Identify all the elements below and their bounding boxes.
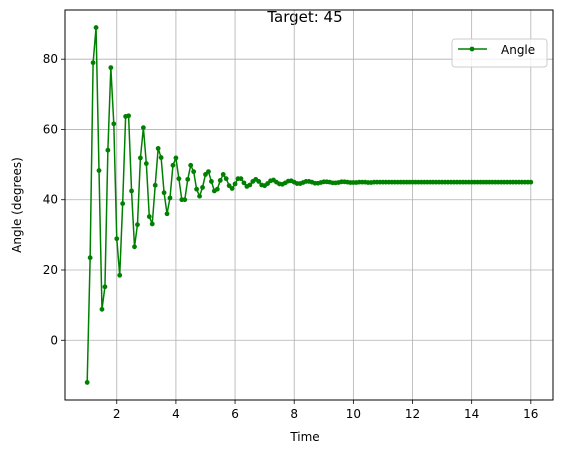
data-point (143, 161, 149, 166)
data-point (185, 176, 191, 182)
data-point (108, 65, 114, 71)
x-tick-label: 2 (113, 407, 121, 421)
y-tick-label: 0 (50, 333, 58, 347)
data-point (217, 178, 223, 183)
data-point (114, 236, 120, 242)
y-tick-label: 40 (43, 193, 58, 207)
y-axis-ticks: 0 20 40 60 80 (43, 52, 65, 347)
data-point (182, 197, 188, 203)
data-point (256, 179, 262, 184)
x-tick-label: 12 (405, 407, 420, 421)
data-point (220, 172, 226, 177)
series-group (84, 25, 534, 385)
data-point (170, 162, 176, 168)
x-tick-label: 6 (231, 407, 239, 421)
data-point (138, 155, 143, 161)
data-point (152, 182, 158, 188)
data-point (241, 180, 247, 186)
data-point (200, 185, 205, 190)
data-point (146, 214, 152, 219)
data-point (197, 193, 202, 199)
data-point (126, 113, 131, 119)
data-point (140, 125, 146, 131)
y-tick-label: 20 (43, 263, 58, 277)
data-point (238, 176, 244, 182)
data-point (194, 186, 200, 192)
x-tick-label: 4 (172, 407, 180, 421)
legend: Angle (451, 38, 548, 68)
data-point (99, 306, 105, 312)
data-point (158, 155, 164, 160)
data-point (161, 190, 167, 196)
legend-box (451, 38, 548, 68)
data-point (164, 211, 170, 217)
data-point (247, 182, 253, 188)
data-point (132, 244, 137, 250)
data-point (111, 121, 117, 127)
data-point (105, 147, 111, 153)
data-point (191, 169, 197, 175)
data-point (149, 221, 155, 227)
data-point (528, 179, 534, 185)
plot-frame (64, 9, 554, 401)
data-point (214, 186, 220, 192)
data-point (155, 146, 161, 151)
y-axis-label: Angle (degrees) (10, 157, 24, 253)
data-point (209, 179, 214, 184)
data-point (188, 162, 194, 168)
x-tick-label: 10 (346, 407, 361, 421)
y-tick-label: 60 (43, 122, 58, 136)
data-point (84, 380, 90, 385)
data-point (135, 222, 140, 228)
chart-title: Target: 45 (266, 8, 342, 26)
data-point (173, 155, 179, 161)
x-tick-label: 14 (464, 407, 479, 421)
legend-label: Angle (501, 43, 535, 57)
y-tick-label: 80 (43, 52, 58, 66)
data-point (90, 60, 96, 66)
data-point (120, 201, 126, 206)
data-point (93, 25, 99, 30)
data-point (117, 272, 123, 278)
data-point (87, 255, 93, 261)
data-point (167, 195, 173, 201)
data-point (102, 284, 108, 290)
x-axis-ticks: 2 4 6 8 10 12 14 16 (113, 400, 538, 421)
data-point (129, 188, 134, 194)
x-axis-label: Time (289, 430, 319, 444)
data-point (176, 176, 182, 182)
data-point (206, 169, 211, 175)
x-tick-label: 16 (523, 407, 538, 421)
data-point (223, 176, 229, 182)
legend-marker-swatch (469, 46, 475, 52)
x-tick-label: 8 (290, 407, 298, 421)
data-point (96, 168, 102, 173)
data-point (232, 181, 238, 187)
data-point (229, 186, 235, 191)
